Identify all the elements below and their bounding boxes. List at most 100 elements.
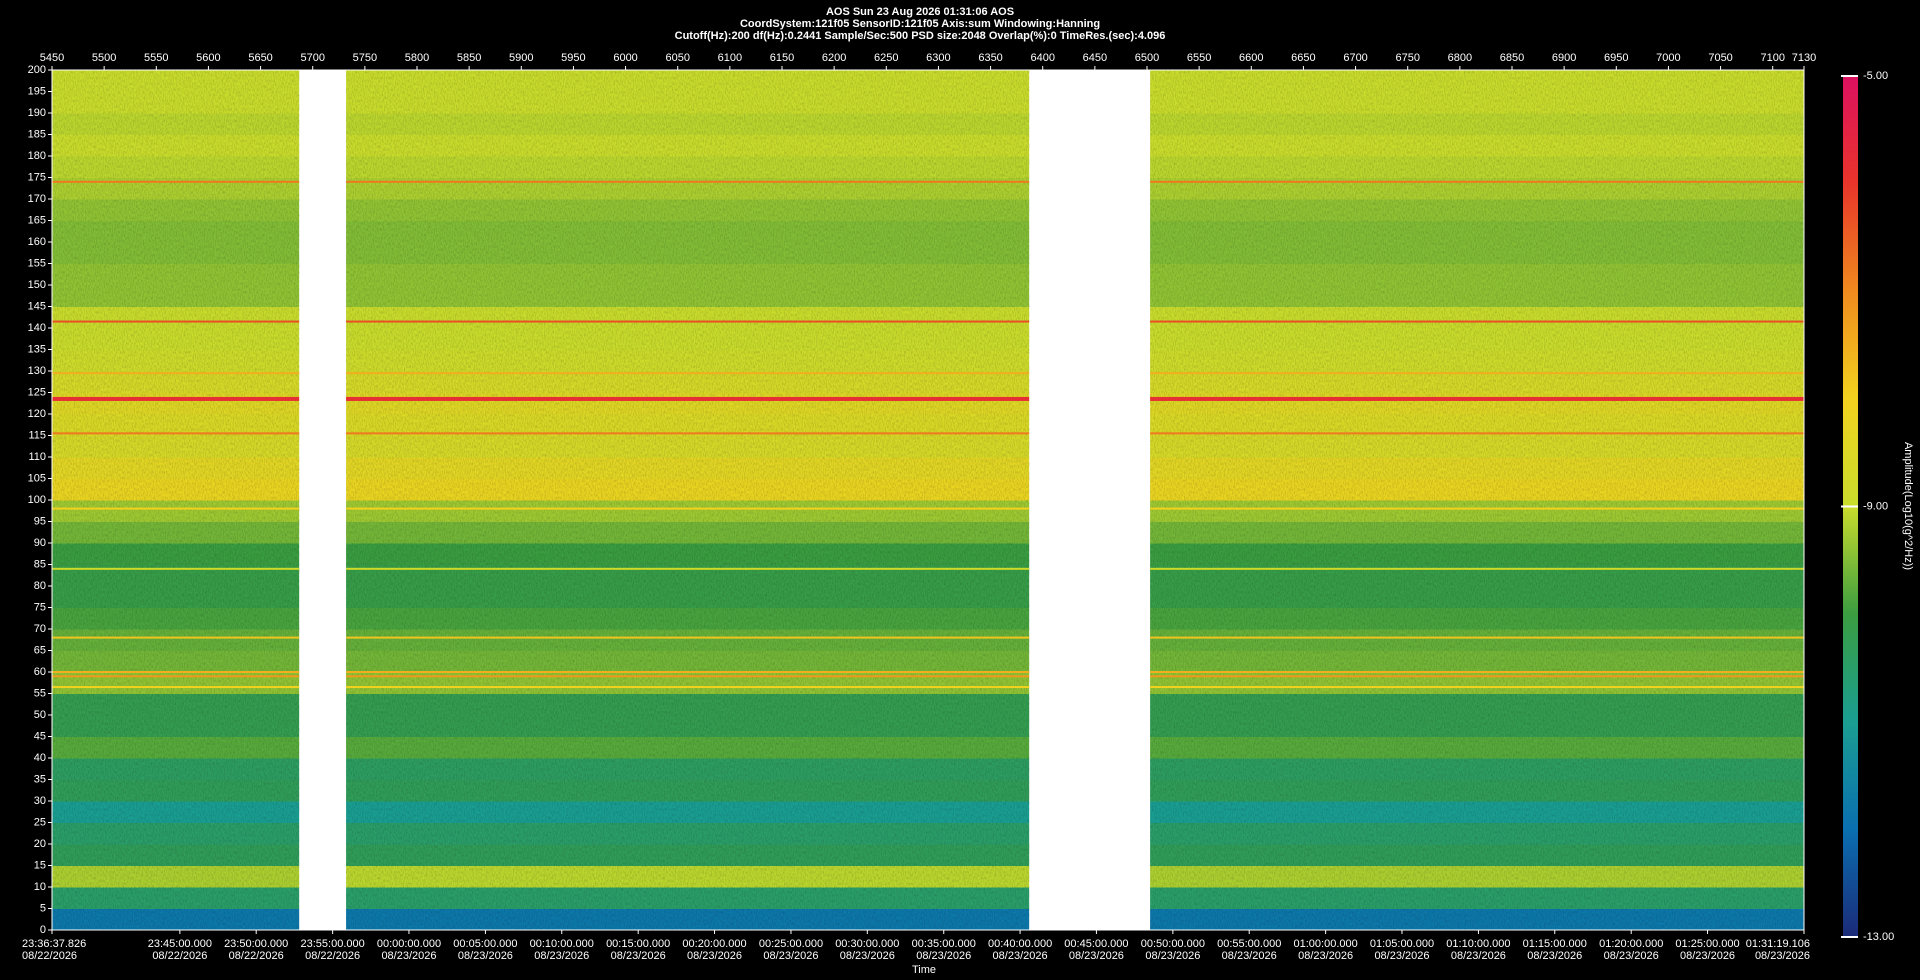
time-tick-label: 00:05:00.000 xyxy=(453,938,517,950)
y-tick-label: 120 xyxy=(28,408,46,420)
y-tick-label: 35 xyxy=(34,773,46,785)
y-tick-label: 90 xyxy=(34,537,46,549)
y-tick-label: 195 xyxy=(28,85,46,97)
spectral-line xyxy=(52,686,300,689)
y-tick-label: 110 xyxy=(28,451,46,463)
x-tick-label: 5900 xyxy=(509,52,533,64)
x-tick-label: 6000 xyxy=(613,52,637,64)
time-tick-label: 23:50:00.000 xyxy=(224,938,288,950)
y-tick-label: 185 xyxy=(28,128,46,140)
x-tick-label: 6950 xyxy=(1604,52,1628,64)
x-tick-label: 5700 xyxy=(300,52,324,64)
y-tick-label: 150 xyxy=(28,279,46,291)
x-tick-label: 6100 xyxy=(718,52,742,64)
x-tick-label: 5950 xyxy=(561,52,585,64)
noise-texture xyxy=(1150,70,1804,930)
time-tick-date: 08/23/2026 xyxy=(763,950,818,962)
time-tick-label: 00:30:00.000 xyxy=(835,938,899,950)
time-tick-label: 01:25:00.000 xyxy=(1675,938,1739,950)
x-tick-label: 6450 xyxy=(1083,52,1107,64)
y-tick-label: 105 xyxy=(28,472,46,484)
colorbar-tick-label: -9.00 xyxy=(1863,500,1888,512)
x-tick-label: 5750 xyxy=(353,52,377,64)
time-tick-label: 23:36:37.826 xyxy=(22,938,86,950)
spectral-line xyxy=(52,671,300,673)
y-tick-label: 65 xyxy=(34,644,46,656)
spectral-line xyxy=(52,320,300,323)
y-tick-label: 25 xyxy=(34,816,46,828)
time-tick-date: 08/23/2026 xyxy=(534,950,589,962)
time-tick-label: 00:55:00.000 xyxy=(1217,938,1281,950)
spectral-line xyxy=(1150,686,1804,689)
time-tick-label: 00:40:00.000 xyxy=(988,938,1052,950)
y-tick-label: 125 xyxy=(28,386,46,398)
time-tick-date: 08/23/2026 xyxy=(993,950,1048,962)
y-tick-label: 175 xyxy=(28,171,46,183)
y-tick-label: 115 xyxy=(28,429,46,441)
x-tick-label: 6900 xyxy=(1552,52,1576,64)
spectral-line xyxy=(1150,372,1804,375)
time-tick-label: 01:00:00.000 xyxy=(1294,938,1358,950)
x-tick-label: 6050 xyxy=(665,52,689,64)
time-tick-date: 08/23/2026 xyxy=(1527,950,1582,962)
spectral-line xyxy=(346,567,1030,570)
x-tick-label: 6400 xyxy=(1030,52,1054,64)
time-tick-label: 01:10:00.000 xyxy=(1446,938,1510,950)
time-tick-date: 08/23/2026 xyxy=(1374,950,1429,962)
spectral-line xyxy=(1150,636,1804,639)
x-tick-label: 6350 xyxy=(978,52,1002,64)
y-tick-label: 80 xyxy=(34,580,46,592)
time-tick-date: 08/23/2026 xyxy=(1222,950,1277,962)
x-tick-label: 6250 xyxy=(874,52,898,64)
x-tick-label: 6300 xyxy=(926,52,950,64)
time-tick-date: 08/23/2026 xyxy=(1755,950,1810,962)
y-tick-label: 95 xyxy=(34,515,46,527)
time-tick-label: 23:45:00.000 xyxy=(148,938,212,950)
y-tick-label: 130 xyxy=(28,365,46,377)
y-tick-label: 50 xyxy=(34,709,46,721)
noise-texture xyxy=(346,70,1030,930)
chart-title: AOS Sun 23 Aug 2026 01:31:06 AOS xyxy=(826,6,1014,18)
time-tick-date: 08/23/2026 xyxy=(611,950,666,962)
spectral-line xyxy=(52,507,300,510)
colorbar-tick-label: -5.00 xyxy=(1863,70,1888,82)
x-tick-label: 7050 xyxy=(1708,52,1732,64)
time-tick-date: 08/23/2026 xyxy=(381,950,436,962)
y-tick-label: 155 xyxy=(28,257,46,269)
x-tick-label: 5550 xyxy=(144,52,168,64)
x-tick-label: 5800 xyxy=(405,52,429,64)
x-tick-label: 6650 xyxy=(1291,52,1315,64)
spectral-line xyxy=(1150,180,1804,183)
y-tick-label: 85 xyxy=(34,558,46,570)
time-tick-label: 00:20:00.000 xyxy=(682,938,746,950)
time-tick-label: 00:35:00.000 xyxy=(912,938,976,950)
time-tick-label: 00:25:00.000 xyxy=(759,938,823,950)
x-tick-label: 6150 xyxy=(770,52,794,64)
spectral-line xyxy=(1150,432,1804,435)
x-tick-label: 6200 xyxy=(822,52,846,64)
y-tick-label: 165 xyxy=(28,214,46,226)
time-tick-label: 00:45:00.000 xyxy=(1064,938,1128,950)
y-tick-label: 5 xyxy=(40,902,46,914)
spectral-line xyxy=(52,372,300,375)
time-tick-label: 01:20:00.000 xyxy=(1599,938,1663,950)
y-tick-label: 55 xyxy=(34,687,46,699)
x-tick-label: 6500 xyxy=(1135,52,1159,64)
time-tick-label: 00:10:00.000 xyxy=(530,938,594,950)
x-tick-label: 6700 xyxy=(1343,52,1367,64)
x-tick-label: 5450 xyxy=(40,52,64,64)
time-tick-label: 01:05:00.000 xyxy=(1370,938,1434,950)
time-tick-date: 08/22/2026 xyxy=(22,950,77,962)
time-tick-date: 08/23/2026 xyxy=(1451,950,1506,962)
chart-subtitle: Cutoff(Hz):200 df(Hz):0.2441 Sample/Sec:… xyxy=(675,30,1166,42)
time-tick-label: 23:55:00.000 xyxy=(301,938,365,950)
y-tick-label: 135 xyxy=(28,343,46,355)
time-tick-date: 08/23/2026 xyxy=(916,950,971,962)
spectral-line xyxy=(52,567,300,570)
spectral-line xyxy=(346,636,1030,639)
spectral-line xyxy=(1150,320,1804,323)
y-tick-label: 15 xyxy=(34,859,46,871)
time-tick-date: 08/23/2026 xyxy=(1069,950,1124,962)
x-tick-label: 5850 xyxy=(457,52,481,64)
